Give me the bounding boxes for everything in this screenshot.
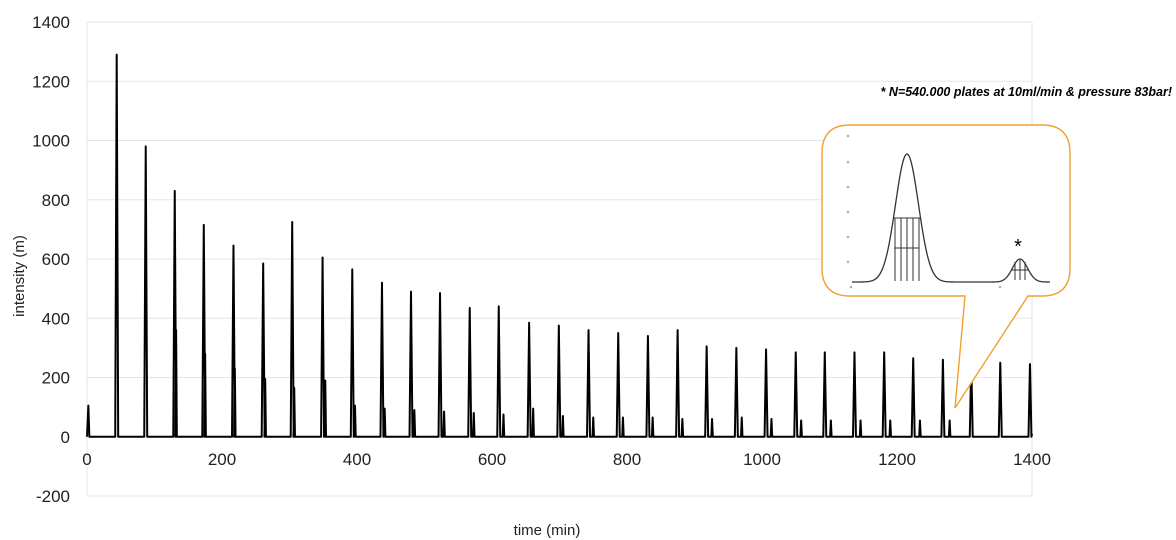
y-tick-label: 400 (42, 309, 70, 328)
inset-asterisk: * (1014, 236, 1022, 258)
x-tick-label: 1400 (1013, 450, 1051, 469)
callout-bubble (821, 124, 1071, 409)
y-axis-tick-labels: -200 0 200 400 600 800 1000 1200 1400 (32, 13, 70, 506)
y-tick-label: 0 (61, 428, 70, 447)
x-tick-label: 600 (478, 450, 506, 469)
y-tick-label: 1000 (32, 132, 70, 151)
y-tick-label: 1400 (32, 13, 70, 32)
x-tick-label: 800 (613, 450, 641, 469)
series-line (86, 53, 1033, 438)
y-tick-label: -200 (36, 487, 70, 506)
annotation-text: * N=540.000 plates at 10ml/min & pressur… (881, 85, 1172, 99)
x-tick-label: 200 (208, 450, 236, 469)
x-tick-label: 400 (343, 450, 371, 469)
y-tick-label: 200 (42, 369, 70, 388)
y-tick-label: 1200 (32, 72, 70, 91)
x-axis-title: time (min) (514, 522, 581, 539)
inset-peak-curve (852, 153, 1050, 283)
x-tick-label: 0 (82, 450, 91, 469)
y-axis-title: intensity (m) (11, 235, 28, 317)
inset-peak-width-lines (893, 217, 1029, 281)
y-tick-label: 600 (42, 250, 70, 269)
y-tick-label: 800 (42, 191, 70, 210)
x-tick-label: 1000 (743, 450, 781, 469)
x-tick-label: 1200 (878, 450, 916, 469)
x-axis-tick-labels: 0 200 400 600 800 1000 1200 1400 (82, 450, 1051, 469)
inset-callout: * (821, 124, 1071, 409)
inset-dotted-axis (846, 134, 1002, 289)
